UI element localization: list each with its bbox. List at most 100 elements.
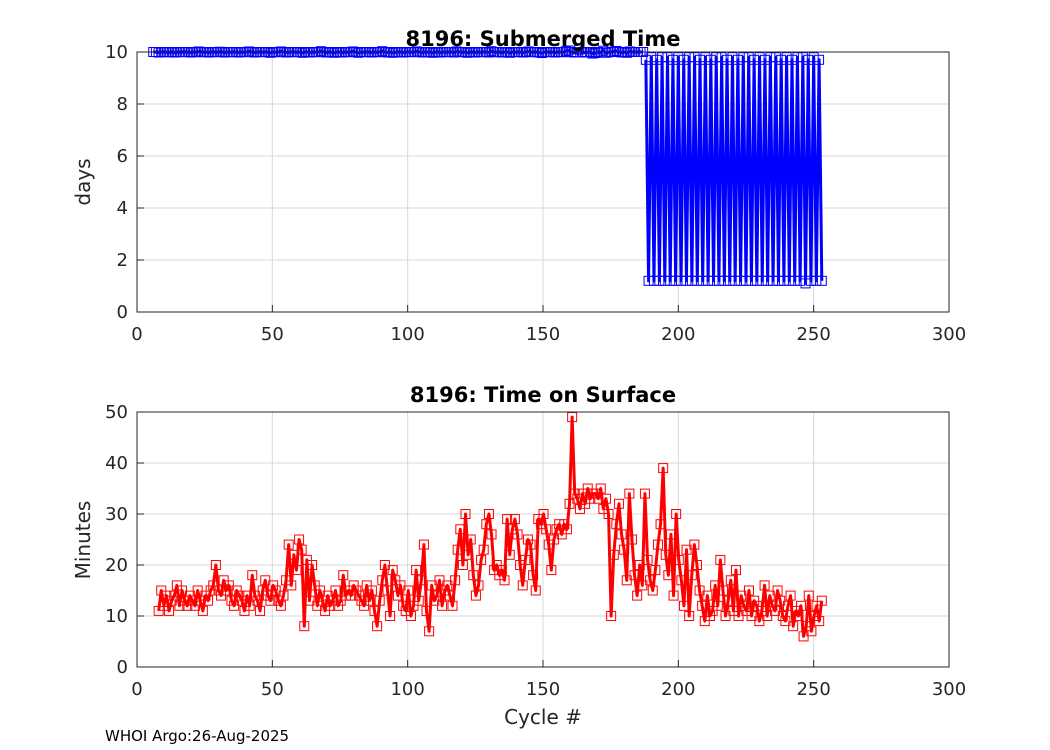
data-point-marker bbox=[673, 52, 684, 63]
data-point-marker bbox=[317, 595, 328, 606]
data-point-marker bbox=[486, 46, 497, 57]
data-point-marker bbox=[447, 600, 458, 611]
data-point-marker bbox=[481, 519, 492, 530]
data-point-marker bbox=[603, 509, 614, 519]
data-point-marker bbox=[449, 47, 460, 58]
data-point-marker bbox=[657, 52, 668, 63]
data-point-marker bbox=[712, 600, 723, 611]
data-point-marker bbox=[297, 47, 308, 58]
data-point-marker bbox=[816, 275, 827, 286]
data-point-marker bbox=[738, 600, 749, 611]
data-point-marker bbox=[637, 580, 648, 591]
data-point-marker bbox=[364, 595, 375, 606]
data-point-marker bbox=[746, 611, 757, 621]
data-point-marker bbox=[265, 595, 276, 606]
data-point-marker bbox=[270, 585, 281, 596]
data-point-marker bbox=[751, 275, 762, 286]
data-point-marker bbox=[811, 275, 822, 286]
data-point-marker bbox=[608, 549, 619, 560]
data-point-marker bbox=[437, 600, 448, 611]
data-point-marker bbox=[684, 611, 695, 621]
data-point-marker bbox=[164, 605, 175, 616]
data-point-marker bbox=[689, 539, 700, 550]
data-point-marker bbox=[499, 575, 510, 586]
data-point-marker bbox=[634, 560, 645, 570]
data-point-marker bbox=[722, 54, 733, 65]
data-point-marker bbox=[585, 493, 596, 504]
data-point-marker bbox=[548, 534, 559, 545]
data-point-marker bbox=[333, 600, 344, 611]
data-point-marker bbox=[450, 575, 461, 586]
data-point-marker bbox=[788, 621, 799, 632]
footer-text: WHOI Argo:26-Aug-2025 bbox=[105, 727, 289, 745]
x-tick-label: 250 bbox=[796, 324, 830, 345]
data-point-marker bbox=[795, 275, 806, 286]
data-point-marker bbox=[517, 580, 528, 591]
data-point-marker bbox=[681, 275, 692, 286]
data-point-marker bbox=[673, 554, 684, 565]
data-point-marker bbox=[247, 570, 258, 581]
data-point-marker bbox=[327, 595, 338, 606]
data-point-marker bbox=[515, 560, 526, 570]
data-point-marker bbox=[366, 585, 377, 596]
data-point-marker bbox=[751, 600, 762, 611]
data-point-marker bbox=[431, 590, 442, 601]
chart-title: 8196: Time on Surface bbox=[410, 383, 676, 407]
data-point-marker bbox=[765, 52, 776, 63]
data-point-marker bbox=[236, 595, 247, 606]
data-point-marker bbox=[743, 52, 754, 63]
data-point-marker bbox=[728, 605, 739, 616]
data-point-marker bbox=[778, 275, 789, 286]
data-point-marker bbox=[309, 580, 320, 591]
data-point-marker bbox=[811, 600, 822, 611]
data-point-marker bbox=[252, 595, 263, 606]
data-point-marker bbox=[379, 560, 390, 570]
data-point-marker bbox=[387, 565, 398, 576]
data-point-marker bbox=[606, 611, 617, 621]
data-point-marker bbox=[398, 600, 409, 611]
data-point-marker bbox=[372, 621, 383, 632]
data-point-marker bbox=[699, 616, 710, 627]
data-point-marker bbox=[337, 47, 348, 58]
chart-title: 8196: Submerged Time bbox=[405, 27, 680, 51]
data-point-marker bbox=[301, 554, 312, 565]
data-point-marker bbox=[574, 44, 585, 55]
data-point-marker bbox=[462, 47, 473, 58]
data-point-marker bbox=[667, 54, 678, 65]
data-point-marker bbox=[816, 595, 827, 606]
data-point-marker bbox=[522, 534, 533, 545]
data-point-marker bbox=[654, 275, 665, 286]
y-tick-label: 30 bbox=[105, 504, 128, 525]
data-point-marker bbox=[595, 483, 606, 494]
data-point-marker bbox=[249, 47, 260, 58]
data-point-marker bbox=[249, 590, 260, 601]
data-point-marker bbox=[769, 605, 780, 616]
data-point-marker bbox=[174, 600, 185, 611]
data-point-marker bbox=[242, 590, 253, 601]
y-tick-label: 8 bbox=[117, 94, 128, 115]
data-point-marker bbox=[504, 549, 515, 560]
data-point-marker bbox=[678, 54, 689, 65]
data-point-marker bbox=[156, 585, 167, 596]
data-point-marker bbox=[387, 47, 398, 58]
data-point-marker bbox=[390, 575, 401, 586]
data-point-marker bbox=[530, 585, 541, 596]
data-point-marker bbox=[564, 498, 575, 509]
data-point-marker bbox=[704, 611, 715, 621]
data-point-marker bbox=[780, 616, 791, 627]
data-point-marker bbox=[281, 575, 292, 586]
data-point-marker bbox=[234, 590, 245, 601]
data-point-marker bbox=[177, 585, 188, 596]
data-point-marker bbox=[629, 570, 640, 581]
data-point-marker bbox=[768, 275, 779, 286]
data-point-marker bbox=[640, 54, 651, 65]
data-point-marker bbox=[408, 600, 419, 611]
data-point-marker bbox=[608, 46, 619, 57]
data-point-marker bbox=[470, 590, 481, 601]
data-point-marker bbox=[283, 539, 294, 550]
data-point-marker bbox=[762, 611, 773, 621]
data-point-marker bbox=[651, 54, 662, 65]
data-point-marker bbox=[556, 529, 567, 540]
data-point-marker bbox=[444, 590, 455, 601]
data-point-marker bbox=[790, 605, 801, 616]
